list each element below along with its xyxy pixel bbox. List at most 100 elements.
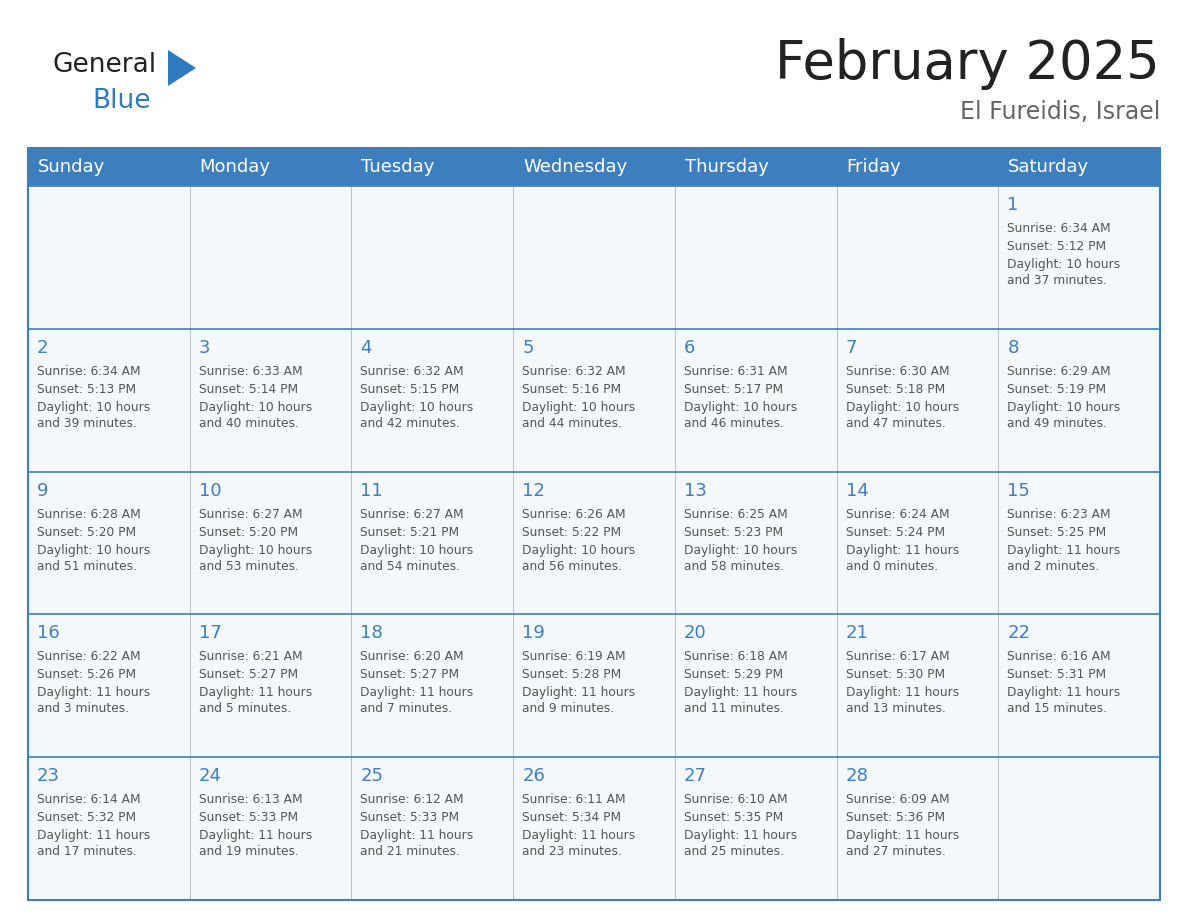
Text: Sunrise: 6:21 AM: Sunrise: 6:21 AM — [198, 650, 302, 664]
Text: Sunrise: 6:27 AM: Sunrise: 6:27 AM — [360, 508, 465, 521]
Text: Saturday: Saturday — [1009, 158, 1089, 176]
Text: 18: 18 — [360, 624, 384, 643]
Text: Daylight: 11 hours: Daylight: 11 hours — [684, 829, 797, 842]
Text: Daylight: 10 hours: Daylight: 10 hours — [37, 401, 150, 414]
Text: Daylight: 10 hours: Daylight: 10 hours — [846, 401, 959, 414]
Text: 23: 23 — [37, 767, 61, 785]
Text: 10: 10 — [198, 482, 221, 499]
Text: Sunset: 5:26 PM: Sunset: 5:26 PM — [37, 668, 137, 681]
Text: 28: 28 — [846, 767, 868, 785]
Text: Sunrise: 6:22 AM: Sunrise: 6:22 AM — [37, 650, 140, 664]
Text: February 2025: February 2025 — [776, 38, 1159, 90]
Text: Sunrise: 6:29 AM: Sunrise: 6:29 AM — [1007, 364, 1111, 378]
Text: and 51 minutes.: and 51 minutes. — [37, 560, 137, 573]
Text: and 3 minutes.: and 3 minutes. — [37, 702, 129, 715]
Text: El Fureidis, Israel: El Fureidis, Israel — [960, 100, 1159, 124]
Text: and 46 minutes.: and 46 minutes. — [684, 417, 784, 430]
Text: and 9 minutes.: and 9 minutes. — [523, 702, 614, 715]
Text: Sunset: 5:33 PM: Sunset: 5:33 PM — [198, 812, 298, 824]
Text: and 42 minutes.: and 42 minutes. — [360, 417, 460, 430]
Bar — [29, 148, 1159, 186]
Text: Sunset: 5:30 PM: Sunset: 5:30 PM — [846, 668, 944, 681]
Text: and 15 minutes.: and 15 minutes. — [1007, 702, 1107, 715]
Text: and 56 minutes.: and 56 minutes. — [523, 560, 623, 573]
Bar — [29, 757, 1159, 900]
Text: 25: 25 — [360, 767, 384, 785]
Text: and 0 minutes.: and 0 minutes. — [846, 560, 937, 573]
Text: 12: 12 — [523, 482, 545, 499]
Text: and 37 minutes.: and 37 minutes. — [1007, 274, 1107, 287]
Text: Sunset: 5:28 PM: Sunset: 5:28 PM — [523, 668, 621, 681]
Text: Sunrise: 6:30 AM: Sunrise: 6:30 AM — [846, 364, 949, 378]
Text: Daylight: 11 hours: Daylight: 11 hours — [523, 829, 636, 842]
Text: and 5 minutes.: and 5 minutes. — [198, 702, 291, 715]
Text: Friday: Friday — [847, 158, 902, 176]
Text: Sunset: 5:34 PM: Sunset: 5:34 PM — [523, 812, 621, 824]
Bar — [29, 614, 1159, 757]
Text: Daylight: 10 hours: Daylight: 10 hours — [37, 543, 150, 556]
Text: Sunset: 5:35 PM: Sunset: 5:35 PM — [684, 812, 783, 824]
Text: Sunrise: 6:24 AM: Sunrise: 6:24 AM — [846, 508, 949, 521]
Text: 22: 22 — [1007, 624, 1030, 643]
Text: Monday: Monday — [200, 158, 271, 176]
Text: 7: 7 — [846, 339, 857, 357]
Text: Sunrise: 6:28 AM: Sunrise: 6:28 AM — [37, 508, 140, 521]
Text: Sunrise: 6:13 AM: Sunrise: 6:13 AM — [198, 793, 302, 806]
Text: Daylight: 10 hours: Daylight: 10 hours — [684, 543, 797, 556]
Text: 9: 9 — [37, 482, 49, 499]
Text: Wednesday: Wednesday — [523, 158, 627, 176]
Text: Daylight: 11 hours: Daylight: 11 hours — [684, 687, 797, 700]
Text: and 54 minutes.: and 54 minutes. — [360, 560, 461, 573]
Text: and 49 minutes.: and 49 minutes. — [1007, 417, 1107, 430]
Text: Sunset: 5:23 PM: Sunset: 5:23 PM — [684, 526, 783, 539]
Text: Sunrise: 6:11 AM: Sunrise: 6:11 AM — [523, 793, 626, 806]
Text: Sunset: 5:20 PM: Sunset: 5:20 PM — [37, 526, 137, 539]
Text: Sunrise: 6:25 AM: Sunrise: 6:25 AM — [684, 508, 788, 521]
Text: Sunset: 5:20 PM: Sunset: 5:20 PM — [198, 526, 298, 539]
Text: 26: 26 — [523, 767, 545, 785]
Text: 16: 16 — [37, 624, 59, 643]
Text: 4: 4 — [360, 339, 372, 357]
Text: Daylight: 10 hours: Daylight: 10 hours — [684, 401, 797, 414]
Text: 17: 17 — [198, 624, 222, 643]
Text: Sunrise: 6:26 AM: Sunrise: 6:26 AM — [523, 508, 626, 521]
Text: Sunrise: 6:09 AM: Sunrise: 6:09 AM — [846, 793, 949, 806]
Text: Sunrise: 6:31 AM: Sunrise: 6:31 AM — [684, 364, 788, 378]
Text: Thursday: Thursday — [684, 158, 769, 176]
Text: Daylight: 11 hours: Daylight: 11 hours — [846, 687, 959, 700]
Text: Sunrise: 6:16 AM: Sunrise: 6:16 AM — [1007, 650, 1111, 664]
Bar — [29, 186, 1159, 329]
Text: and 39 minutes.: and 39 minutes. — [37, 417, 137, 430]
Text: 19: 19 — [523, 624, 545, 643]
Text: Daylight: 11 hours: Daylight: 11 hours — [1007, 687, 1120, 700]
Text: and 27 minutes.: and 27 minutes. — [846, 845, 946, 858]
Text: and 2 minutes.: and 2 minutes. — [1007, 560, 1099, 573]
Text: 2: 2 — [37, 339, 49, 357]
Text: Sunrise: 6:10 AM: Sunrise: 6:10 AM — [684, 793, 788, 806]
Text: 20: 20 — [684, 624, 707, 643]
Text: Daylight: 11 hours: Daylight: 11 hours — [1007, 543, 1120, 556]
Bar — [29, 148, 1159, 900]
Text: Sunset: 5:15 PM: Sunset: 5:15 PM — [360, 383, 460, 396]
Text: Sunset: 5:22 PM: Sunset: 5:22 PM — [523, 526, 621, 539]
Text: and 21 minutes.: and 21 minutes. — [360, 845, 460, 858]
Text: Sunset: 5:29 PM: Sunset: 5:29 PM — [684, 668, 783, 681]
Text: Sunset: 5:16 PM: Sunset: 5:16 PM — [523, 383, 621, 396]
Text: 14: 14 — [846, 482, 868, 499]
Text: and 13 minutes.: and 13 minutes. — [846, 702, 946, 715]
Text: Sunset: 5:21 PM: Sunset: 5:21 PM — [360, 526, 460, 539]
Text: and 7 minutes.: and 7 minutes. — [360, 702, 453, 715]
Text: Sunrise: 6:34 AM: Sunrise: 6:34 AM — [1007, 222, 1111, 235]
Polygon shape — [168, 50, 196, 86]
Text: and 40 minutes.: and 40 minutes. — [198, 417, 298, 430]
Text: 27: 27 — [684, 767, 707, 785]
Text: Sunrise: 6:33 AM: Sunrise: 6:33 AM — [198, 364, 302, 378]
Text: Sunset: 5:25 PM: Sunset: 5:25 PM — [1007, 526, 1106, 539]
Text: Sunrise: 6:23 AM: Sunrise: 6:23 AM — [1007, 508, 1111, 521]
Text: 8: 8 — [1007, 339, 1018, 357]
Text: and 11 minutes.: and 11 minutes. — [684, 702, 784, 715]
Text: Sunset: 5:17 PM: Sunset: 5:17 PM — [684, 383, 783, 396]
Text: and 19 minutes.: and 19 minutes. — [198, 845, 298, 858]
Text: Daylight: 10 hours: Daylight: 10 hours — [523, 401, 636, 414]
Text: and 47 minutes.: and 47 minutes. — [846, 417, 946, 430]
